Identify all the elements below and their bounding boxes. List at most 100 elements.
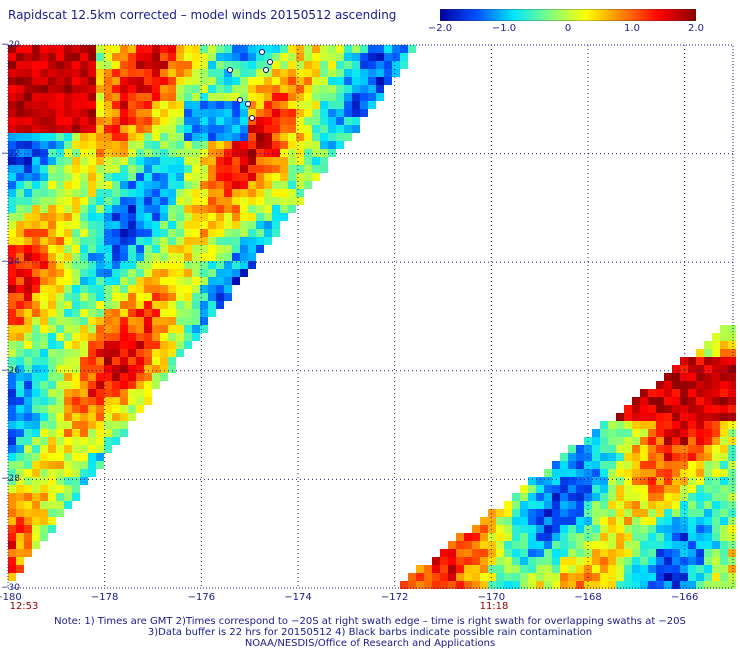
wind-cell — [160, 197, 168, 205]
wind-cell — [248, 45, 256, 53]
wind-cell — [64, 221, 72, 229]
wind-cell — [96, 45, 104, 53]
wind-cell — [128, 253, 136, 261]
wind-cell — [16, 165, 24, 173]
wind-cell — [232, 165, 240, 173]
wind-cell — [264, 165, 272, 173]
wind-cell — [16, 413, 24, 421]
island-outline — [249, 115, 255, 121]
map-title: Rapidscat 12.5km corrected – model winds… — [8, 8, 397, 22]
wind-cell — [616, 413, 624, 421]
wind-cell — [216, 101, 224, 109]
wind-cell — [40, 117, 48, 125]
wind-cell — [376, 85, 384, 93]
wind-cell — [712, 381, 720, 389]
wind-cell — [176, 261, 184, 269]
wind-cell — [560, 573, 568, 581]
wind-cell — [168, 349, 176, 357]
wind-cell — [256, 213, 264, 221]
wind-cell — [592, 541, 600, 549]
wind-cell — [144, 381, 152, 389]
wind-cell — [680, 461, 688, 469]
wind-cell — [176, 341, 184, 349]
wind-cell — [184, 85, 192, 93]
wind-cell — [80, 205, 88, 213]
wind-cell — [56, 237, 64, 245]
wind-cell — [40, 357, 48, 365]
wind-cell — [168, 117, 176, 125]
wind-cell — [152, 213, 160, 221]
wind-cell — [56, 213, 64, 221]
wind-cell — [152, 285, 160, 293]
wind-cell — [200, 325, 208, 333]
wind-cell — [304, 45, 312, 53]
wind-cell — [168, 269, 176, 277]
wind-cell — [672, 445, 680, 453]
wind-cell — [56, 269, 64, 277]
wind-cell — [712, 509, 720, 517]
wind-cell — [96, 141, 104, 149]
wind-cell — [728, 541, 736, 549]
wind-cell — [696, 565, 704, 573]
latitude-tick-label: −30 — [1, 583, 20, 593]
wind-cell — [520, 509, 528, 517]
wind-cell — [56, 85, 64, 93]
wind-cell — [272, 173, 280, 181]
wind-cell — [112, 277, 120, 285]
wind-cell — [344, 101, 352, 109]
wind-cell — [520, 525, 528, 533]
wind-cell — [712, 581, 720, 589]
wind-cell — [8, 517, 16, 525]
wind-cell — [168, 109, 176, 117]
wind-cell — [240, 253, 248, 261]
wind-cell — [624, 581, 632, 589]
wind-cell — [528, 565, 536, 573]
wind-cell — [224, 133, 232, 141]
wind-cell — [200, 205, 208, 213]
wind-cell — [184, 221, 192, 229]
wind-cell — [144, 165, 152, 173]
wind-cell — [48, 509, 56, 517]
wind-cell — [56, 357, 64, 365]
wind-cell — [176, 77, 184, 85]
wind-cell — [160, 133, 168, 141]
wind-cell — [120, 349, 128, 357]
wind-cell — [64, 405, 72, 413]
wind-cell — [296, 197, 304, 205]
wind-cell — [80, 365, 88, 373]
wind-cell — [280, 141, 288, 149]
wind-cell — [64, 293, 72, 301]
wind-cell — [616, 485, 624, 493]
wind-cell — [208, 117, 216, 125]
wind-cell — [8, 405, 16, 413]
wind-cell — [8, 93, 16, 101]
wind-cell — [272, 93, 280, 101]
wind-cell — [632, 453, 640, 461]
wind-cell — [88, 197, 96, 205]
wind-cell — [624, 493, 632, 501]
wind-cell — [32, 413, 40, 421]
wind-cell — [352, 69, 360, 77]
wind-cell — [680, 437, 688, 445]
wind-cell — [632, 405, 640, 413]
wind-cell — [64, 277, 72, 285]
wind-cell — [600, 573, 608, 581]
wind-cell — [120, 117, 128, 125]
wind-cell — [624, 421, 632, 429]
wind-cell — [680, 429, 688, 437]
wind-cell — [56, 61, 64, 69]
wind-cell — [728, 565, 736, 573]
wind-cell — [16, 333, 24, 341]
wind-cell — [200, 157, 208, 165]
wind-cell — [16, 525, 24, 533]
wind-cell — [448, 573, 456, 581]
wind-cell — [184, 117, 192, 125]
wind-cell — [512, 517, 520, 525]
wind-cell — [128, 333, 136, 341]
wind-cell — [224, 69, 232, 77]
wind-cell — [32, 341, 40, 349]
wind-cell — [136, 389, 144, 397]
wind-cell — [504, 549, 512, 557]
wind-cell — [528, 493, 536, 501]
wind-cell — [312, 101, 320, 109]
